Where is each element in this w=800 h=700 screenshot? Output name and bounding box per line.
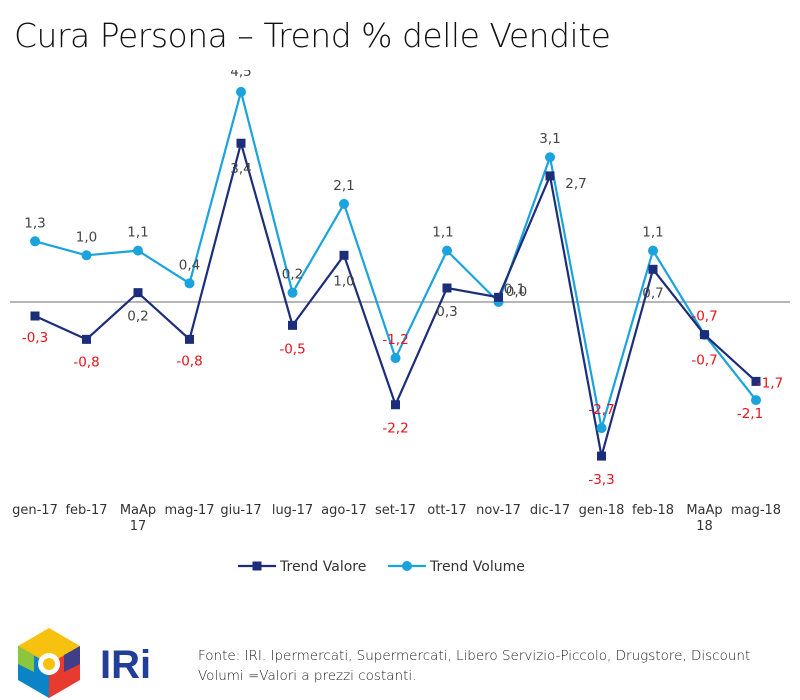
x-tick-7: set-17 bbox=[375, 503, 416, 518]
label-valore-3: -0,8 bbox=[176, 353, 202, 369]
label-volume-2: 1,1 bbox=[127, 225, 148, 241]
label-volume-7: -1,2 bbox=[382, 332, 408, 348]
point-valore-14 bbox=[751, 376, 761, 386]
logo-hex-inner-right bbox=[64, 646, 80, 672]
x-tick-8: ott-17 bbox=[427, 503, 466, 518]
point-volume-2 bbox=[133, 245, 143, 256]
label-valore-4: 3,4 bbox=[230, 161, 251, 177]
label-valore-13: -0,7 bbox=[691, 353, 717, 369]
point-volume-10 bbox=[545, 152, 555, 163]
x-tick-10: dic-17 bbox=[530, 503, 570, 518]
label-valore-7: -2,2 bbox=[382, 421, 408, 437]
label-valore-5: -0,5 bbox=[279, 341, 305, 357]
label-volume-14: -2,1 bbox=[737, 406, 763, 422]
label-valore-2: 0,2 bbox=[127, 309, 148, 325]
label-valore-6: 1,0 bbox=[333, 273, 354, 289]
point-valore-10 bbox=[545, 171, 555, 181]
label-volume-10: 3,1 bbox=[539, 131, 560, 147]
legend-label-0: Trend Valore bbox=[279, 559, 366, 575]
point-volume-7 bbox=[390, 353, 401, 364]
x-tick-12: feb-18 bbox=[632, 503, 674, 518]
legend-marker-volume bbox=[402, 561, 412, 571]
point-valore-5 bbox=[288, 320, 297, 330]
label-volume-3: 0,4 bbox=[179, 257, 200, 273]
x-tick-4: giu-17 bbox=[220, 503, 261, 518]
point-volume-12 bbox=[648, 245, 658, 256]
label-volume-5: 0,2 bbox=[282, 267, 303, 283]
label-volume-9: 0,0 bbox=[506, 284, 527, 300]
x-tick-1: feb-17 bbox=[65, 503, 107, 518]
x-tick-9: nov-17 bbox=[476, 503, 521, 518]
label-valore-12: 0,7 bbox=[642, 285, 663, 301]
x-tick-13-1: 18 bbox=[696, 519, 713, 534]
point-valore-0 bbox=[30, 311, 40, 321]
x-tick-14: mag-18 bbox=[731, 503, 781, 518]
point-valore-12 bbox=[648, 264, 658, 274]
logo-hex-inner-left bbox=[18, 646, 34, 672]
label-valore-0: -0,3 bbox=[22, 330, 48, 346]
point-volume-14 bbox=[751, 395, 761, 406]
point-valore-6 bbox=[339, 250, 349, 260]
series-line-volume bbox=[34, 90, 757, 430]
point-valore-13 bbox=[700, 330, 709, 340]
x-tick-2-0: MaAp bbox=[120, 503, 156, 518]
x-tick-0: gen-17 bbox=[12, 503, 58, 518]
point-valore-4 bbox=[236, 138, 246, 148]
label-valore-11: -3,3 bbox=[588, 472, 614, 488]
point-volume-8 bbox=[442, 245, 452, 256]
point-volume-6 bbox=[339, 198, 349, 209]
label-volume-6: 2,1 bbox=[333, 178, 354, 194]
point-valore-2 bbox=[133, 288, 143, 298]
legend-label-1: Trend Volume bbox=[429, 559, 525, 575]
point-volume-1 bbox=[81, 250, 92, 261]
source-note: Fonte: IRI. Ipermercati, Supermercati, L… bbox=[198, 646, 798, 686]
x-tick-5: lug-17 bbox=[272, 503, 313, 518]
label-volume-1: 1,0 bbox=[76, 229, 97, 245]
x-tick-3: mag-17 bbox=[164, 503, 214, 518]
label-valore-9: 0,1 bbox=[504, 281, 525, 297]
point-volume-5 bbox=[287, 287, 298, 298]
chart-title: Cura Persona – Trend % delle Vendite bbox=[14, 16, 611, 55]
legend-marker-valore bbox=[252, 561, 262, 571]
point-valore-7 bbox=[391, 400, 400, 410]
label-volume-0: 1,3 bbox=[24, 215, 45, 231]
iri-logo: IRi bbox=[18, 628, 151, 698]
point-volume-3 bbox=[184, 278, 195, 289]
label-valore-1: -0,8 bbox=[73, 354, 99, 370]
point-valore-1 bbox=[82, 334, 91, 344]
point-volume-4 bbox=[236, 86, 246, 97]
label-valore-14: -1,7 bbox=[757, 375, 783, 391]
x-tick-11: gen-18 bbox=[579, 503, 625, 518]
logo-wordmark: IRi bbox=[100, 643, 151, 687]
source-line-2: Volumi =Valori a prezzi costanti. bbox=[198, 668, 417, 684]
label-volume-11: -2,7 bbox=[588, 402, 614, 418]
point-volume-0 bbox=[30, 236, 40, 247]
label-volume-8: 1,1 bbox=[432, 225, 453, 241]
label-volume-12: 1,1 bbox=[642, 225, 663, 241]
point-valore-11 bbox=[597, 451, 606, 461]
x-tick-13-0: MaAp bbox=[686, 503, 722, 518]
point-volume-11 bbox=[596, 423, 607, 434]
label-valore-8: 0,3 bbox=[436, 304, 457, 320]
label-volume-4: 4,5 bbox=[230, 70, 251, 80]
line-chart: 1,3 1,0 1,1 0,4 4,5 0,2 2,1 -1,2 1,1 0,0 3,1 -2,7 1,… bbox=[10, 70, 790, 575]
point-valore-3 bbox=[185, 334, 194, 344]
x-tick-6: ago-17 bbox=[321, 503, 367, 518]
x-tick-2-1: 17 bbox=[130, 519, 147, 534]
point-valore-9 bbox=[494, 292, 503, 302]
point-valore-8 bbox=[442, 283, 452, 293]
label-volume-13: -0,7 bbox=[691, 309, 717, 325]
label-valore-10: 2,7 bbox=[565, 176, 586, 192]
source-line-1: Fonte: IRI. Ipermercati, Supermercati, L… bbox=[198, 648, 751, 664]
